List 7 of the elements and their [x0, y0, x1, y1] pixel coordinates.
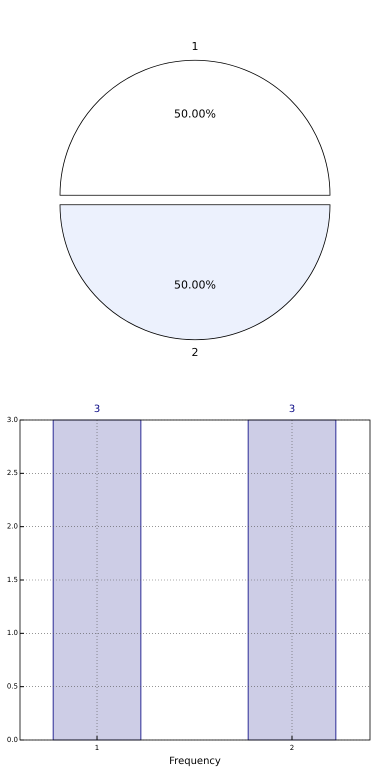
x-axis-title: Frequency — [169, 756, 221, 767]
data-label: 3 — [288, 404, 296, 415]
data-label: 50.00% — [174, 107, 216, 120]
data-label: 3 — [94, 404, 100, 415]
slice-label: 2 — [192, 346, 198, 360]
slice-label: 1 — [192, 40, 198, 53]
data-label: 50.00% — [174, 278, 216, 292]
